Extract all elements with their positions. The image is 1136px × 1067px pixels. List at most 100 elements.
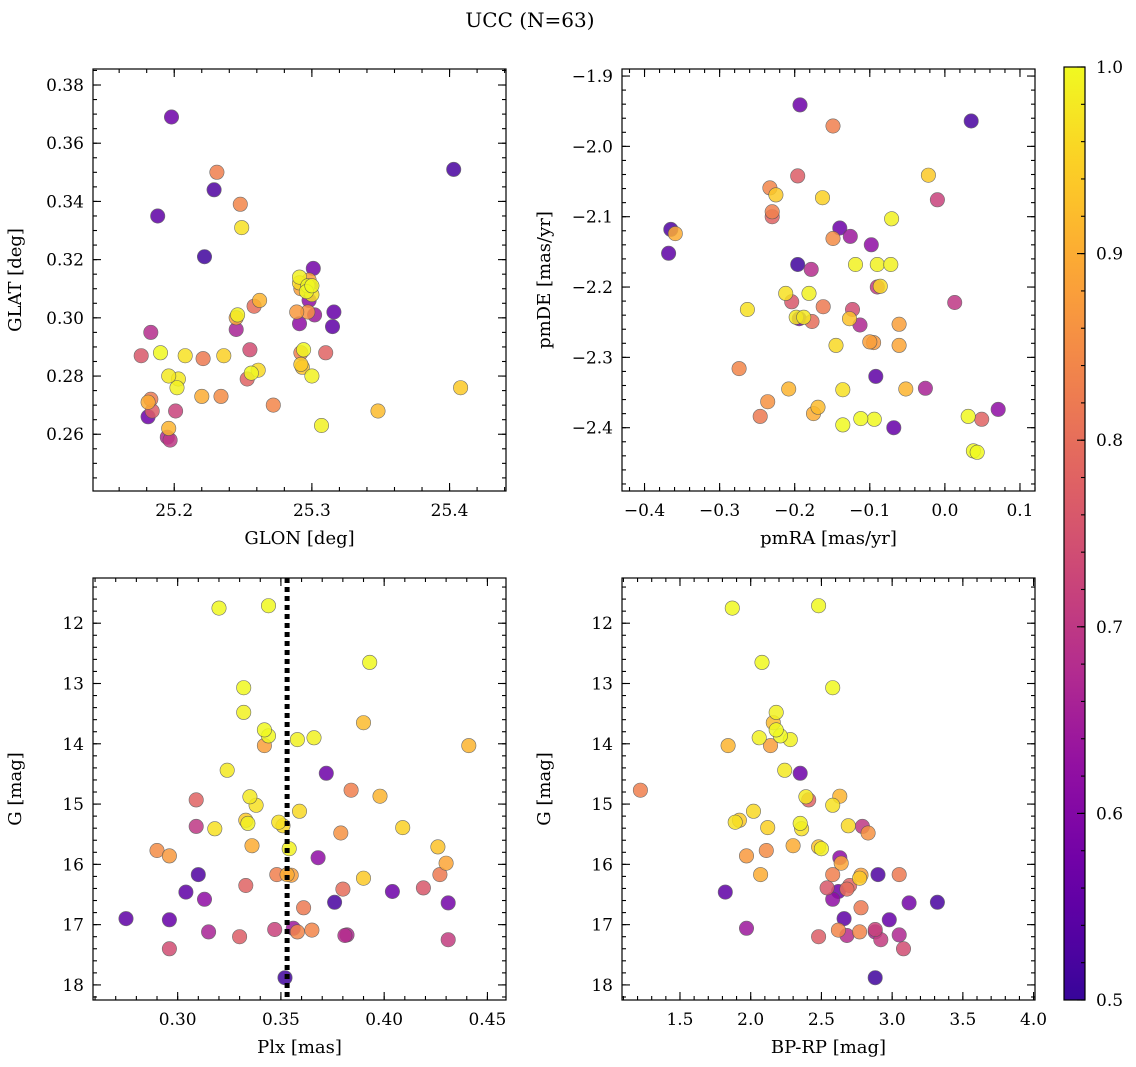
scatter-point bbox=[738, 920, 754, 936]
y-tick-label: 0.30 bbox=[46, 309, 84, 329]
x-tick-label: −0.2 bbox=[774, 501, 815, 521]
scatter-point bbox=[825, 118, 841, 134]
scatter-point bbox=[440, 932, 456, 948]
scatter-point bbox=[853, 411, 869, 427]
scatter-point bbox=[188, 818, 204, 834]
y-tick-label: 14 bbox=[62, 735, 84, 755]
scatter-point bbox=[891, 927, 907, 943]
x-tick-label: 25.3 bbox=[293, 501, 331, 521]
scatter-point bbox=[207, 821, 223, 837]
scatter-point bbox=[461, 738, 477, 754]
scatter-point bbox=[929, 192, 945, 208]
x-tick-label: 25.2 bbox=[155, 501, 193, 521]
scatter-point bbox=[891, 337, 907, 353]
scatter-point bbox=[868, 368, 884, 384]
scatter-point bbox=[236, 704, 252, 720]
x-tick-label: 0.35 bbox=[262, 1010, 300, 1030]
scatter-point bbox=[895, 941, 911, 957]
y-tick-label: 16 bbox=[62, 855, 84, 875]
scatter-point bbox=[395, 820, 411, 836]
x-tick-label: 25.4 bbox=[431, 501, 469, 521]
scatter-point bbox=[265, 397, 281, 413]
scatter-point bbox=[164, 109, 180, 125]
y-tick-label: −2.4 bbox=[572, 419, 613, 439]
ticks bbox=[93, 69, 506, 491]
y-tick-label: −2.0 bbox=[572, 137, 613, 157]
scatter-point bbox=[760, 394, 776, 410]
scatter-point bbox=[133, 348, 149, 364]
scatter-point bbox=[891, 867, 907, 883]
scatter-point bbox=[872, 278, 888, 294]
scatter-point bbox=[867, 921, 883, 937]
scatter-point bbox=[230, 307, 246, 323]
scatter-point bbox=[790, 256, 806, 272]
x-tick-label: −0.4 bbox=[624, 501, 665, 521]
scatter-point bbox=[216, 348, 232, 364]
scatter-point bbox=[177, 348, 193, 364]
scatter-point bbox=[252, 292, 268, 308]
panel-pmra-pmde: −0.4 −0.3 −0.2 −0.1 0.0 0.1 −2.4 −2.3 −2.2 −2.1 −2… bbox=[534, 67, 1036, 549]
scatter-point bbox=[446, 161, 462, 177]
scatter-point bbox=[731, 361, 747, 377]
scatter-point bbox=[828, 337, 844, 353]
scatter-point bbox=[291, 803, 307, 819]
scatter-point bbox=[796, 309, 812, 325]
scatter-point bbox=[343, 782, 359, 798]
axes-frame bbox=[621, 577, 1036, 1001]
y-tick-label: −2.3 bbox=[572, 348, 613, 368]
scatter-point bbox=[201, 924, 217, 940]
colorbar-tick-label: 0.5 bbox=[1096, 991, 1123, 1011]
scatter-point bbox=[801, 285, 817, 301]
panel-plx-g: 0.30 0.35 0.40 0.45 12 13 14 15 16 17 18 Plx [mas] G… bbox=[5, 577, 507, 1058]
scatter-point bbox=[870, 867, 886, 883]
y-axis-label: GLAT [deg] bbox=[5, 228, 26, 332]
scatter-point bbox=[267, 921, 283, 937]
scatter-point bbox=[293, 356, 309, 372]
scatter-point bbox=[333, 825, 349, 841]
y-tick-label: 16 bbox=[591, 855, 613, 875]
scatter-point bbox=[243, 365, 259, 381]
y-tick-label: 13 bbox=[62, 675, 84, 695]
y-tick-label: 18 bbox=[591, 976, 613, 996]
scatter-point bbox=[206, 182, 222, 198]
scatter-point bbox=[745, 803, 761, 819]
y-axis-label: G [mag] bbox=[534, 752, 555, 825]
scatter-point bbox=[430, 839, 446, 855]
scatter-point bbox=[161, 912, 177, 928]
scatter-point bbox=[415, 880, 431, 896]
scatter-point bbox=[810, 399, 826, 415]
x-tick-label: 3.0 bbox=[879, 1010, 906, 1030]
x-axis-label: pmRA [mas/yr] bbox=[760, 528, 897, 549]
y-tick-label: 17 bbox=[62, 916, 84, 936]
scatter-point bbox=[852, 924, 868, 940]
scatter-point bbox=[727, 814, 743, 830]
scatter-point bbox=[370, 403, 386, 419]
scatter-point bbox=[632, 782, 648, 798]
scatter-point bbox=[197, 891, 213, 907]
scatter-point bbox=[739, 301, 755, 317]
scatter-point bbox=[798, 789, 814, 805]
scatter-point bbox=[884, 211, 900, 227]
scatter-point bbox=[195, 351, 211, 367]
y-tick-label: 12 bbox=[62, 614, 84, 634]
scatter-point bbox=[852, 870, 868, 886]
scatter-point bbox=[811, 598, 827, 614]
scatter-point bbox=[813, 841, 829, 857]
scatter-point bbox=[118, 911, 134, 927]
scatter-point bbox=[833, 855, 849, 871]
scatter-point bbox=[438, 855, 454, 871]
scatter-point bbox=[153, 345, 169, 361]
scatter-point bbox=[825, 680, 841, 696]
scatter-point bbox=[197, 249, 213, 265]
scatter-point bbox=[150, 208, 166, 224]
scatter-point bbox=[790, 168, 806, 184]
scatter-point bbox=[758, 842, 774, 858]
y-tick-label: −1.9 bbox=[572, 67, 613, 87]
scatter-point bbox=[242, 789, 258, 805]
colorbar-gradient bbox=[1064, 67, 1085, 1000]
panel-glon-glat: 25.2 25.3 25.4 0.26 0.28 0.30 0.32 0.34 0.36 0.38… bbox=[5, 68, 507, 549]
scatter-point bbox=[304, 278, 320, 294]
scatter-point bbox=[866, 411, 882, 427]
axes-frame bbox=[92, 577, 507, 1001]
scatter-point bbox=[324, 319, 340, 335]
